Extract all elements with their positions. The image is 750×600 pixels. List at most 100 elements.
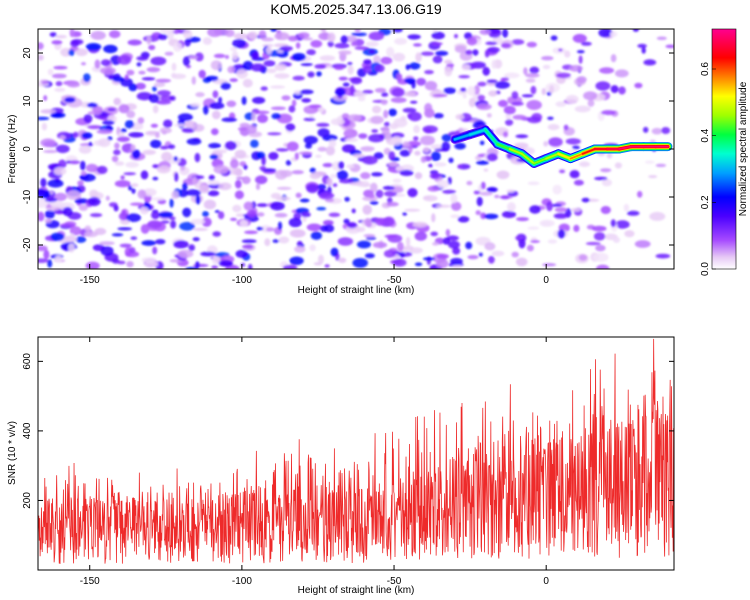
heatmap-cell bbox=[370, 182, 378, 193]
heatmap-cell bbox=[402, 141, 410, 148]
heatmap-cell bbox=[373, 152, 384, 160]
colorbar-tick-label: 0.2 bbox=[700, 195, 711, 209]
heatmap-cell bbox=[402, 212, 408, 216]
heatmap-cell bbox=[365, 41, 379, 47]
heatmap-cell bbox=[369, 200, 379, 205]
heatmap-cell bbox=[300, 62, 313, 67]
heatmap-cell bbox=[146, 35, 152, 45]
heatmap-cell bbox=[182, 56, 190, 67]
heatmap-cell bbox=[330, 247, 339, 257]
x-tick-label: -150 bbox=[80, 275, 100, 286]
heatmap-cell bbox=[405, 236, 411, 247]
heatmap-cell bbox=[325, 145, 335, 156]
heatmap-cell bbox=[151, 197, 165, 201]
heatmap-cell bbox=[274, 63, 287, 71]
heatmap-cell bbox=[342, 82, 350, 87]
heatmap-cell bbox=[151, 211, 160, 220]
heatmap-cell bbox=[286, 141, 299, 152]
heatmap-cell bbox=[330, 173, 337, 179]
heatmap-cell bbox=[452, 247, 461, 255]
heatmap-cell bbox=[436, 258, 449, 269]
heatmap-cell bbox=[54, 255, 63, 263]
y-tick-label: 400 bbox=[22, 422, 33, 439]
heatmap-cell bbox=[72, 131, 79, 138]
heatmap-cell bbox=[171, 190, 180, 199]
heatmap-cell bbox=[614, 69, 629, 78]
ridge-segment bbox=[569, 152, 584, 160]
heatmap-cell bbox=[445, 229, 451, 237]
heatmap-cell bbox=[279, 45, 293, 52]
heatmap-cell bbox=[547, 124, 560, 131]
heatmap-cell bbox=[116, 136, 130, 142]
heatmap-cell bbox=[641, 47, 646, 54]
heatmap-cell bbox=[450, 257, 463, 265]
heatmap-cell bbox=[416, 77, 426, 86]
heatmap-cell bbox=[265, 46, 272, 55]
heatmap-cell bbox=[546, 201, 553, 212]
heatmap-cell bbox=[233, 32, 248, 40]
heatmap-cell bbox=[64, 96, 76, 103]
y-tick-label: 200 bbox=[22, 492, 33, 509]
heatmap-cell bbox=[68, 160, 81, 165]
heatmap-cell bbox=[501, 210, 517, 219]
heatmap-cell bbox=[235, 213, 246, 217]
x-tick-label: -100 bbox=[232, 576, 252, 587]
heatmap-cell bbox=[53, 65, 68, 70]
heatmap-cell bbox=[415, 52, 422, 63]
heatmap-cell bbox=[347, 114, 362, 122]
heatmap-cell bbox=[433, 113, 444, 119]
heatmap-cell bbox=[322, 220, 334, 226]
heatmap-cell bbox=[144, 201, 150, 208]
heatmap-cell bbox=[408, 111, 422, 122]
heatmap-cell bbox=[352, 258, 369, 268]
heatmap-cell bbox=[190, 102, 201, 108]
heatmap-cell bbox=[44, 197, 58, 203]
heatmap-cell bbox=[200, 251, 216, 257]
heatmap-cell bbox=[541, 221, 551, 227]
heatmap-cell bbox=[458, 75, 471, 79]
heatmap-cell bbox=[47, 259, 53, 268]
heatmap-cell bbox=[414, 231, 427, 241]
heatmap-cell bbox=[550, 35, 558, 41]
heatmap-cell bbox=[80, 170, 87, 176]
heatmap-cell bbox=[253, 110, 270, 115]
heatmap-cell bbox=[460, 87, 467, 92]
heatmap-cell bbox=[320, 29, 326, 32]
heatmap-cell bbox=[281, 95, 291, 101]
heatmap-cell bbox=[201, 217, 212, 227]
heatmap-cell bbox=[362, 204, 373, 215]
heatmap-cell bbox=[49, 201, 65, 208]
heatmap-cell bbox=[525, 78, 536, 83]
heatmap-cell bbox=[496, 170, 510, 180]
heatmap-cell bbox=[368, 31, 384, 41]
heatmap-cell bbox=[310, 231, 322, 240]
heatmap-cell bbox=[397, 241, 404, 252]
heatmap-cell bbox=[256, 226, 264, 231]
heatmap-cell bbox=[81, 62, 86, 66]
heatmap-cell bbox=[38, 42, 44, 50]
heatmap-cell bbox=[270, 106, 286, 111]
heatmap-cell bbox=[129, 247, 136, 254]
snr-series-line bbox=[38, 338, 674, 564]
heatmap-cell bbox=[248, 263, 253, 269]
heatmap-cell bbox=[347, 65, 354, 75]
heatmap-cell bbox=[363, 65, 372, 74]
heatmap-cell bbox=[530, 85, 537, 95]
heatmap-cell bbox=[38, 211, 45, 222]
heatmap-cell bbox=[270, 201, 285, 211]
heatmap-cell bbox=[147, 220, 162, 229]
heatmap-y-axis: -20 -10 0 10 20 bbox=[22, 47, 674, 252]
heatmap-cell bbox=[458, 127, 464, 133]
heatmap-cell bbox=[163, 119, 173, 128]
heatmap-cell bbox=[454, 142, 466, 150]
heatmap-cell bbox=[466, 180, 473, 186]
x-tick-label: 0 bbox=[543, 576, 549, 587]
heatmap-cell bbox=[100, 59, 111, 67]
heatmap-cell bbox=[136, 56, 149, 61]
heatmap-cell bbox=[38, 116, 50, 121]
heatmap-cell bbox=[152, 105, 159, 114]
heatmap-cell bbox=[511, 101, 524, 106]
heatmap-cell bbox=[77, 180, 84, 186]
heatmap-cell bbox=[292, 53, 306, 61]
heatmap-cell bbox=[185, 266, 199, 269]
